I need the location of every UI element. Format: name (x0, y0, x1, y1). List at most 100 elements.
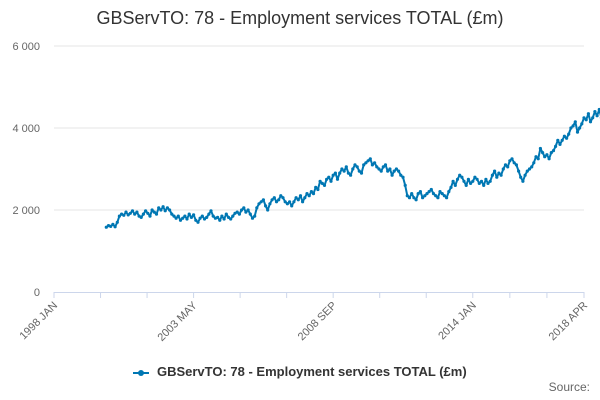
data-point (281, 196, 285, 200)
data-point (235, 210, 239, 214)
data-point (351, 167, 355, 171)
data-point (486, 181, 490, 185)
data-point (407, 196, 412, 200)
data-point (274, 200, 279, 204)
data-point (209, 209, 213, 213)
data-point (418, 190, 422, 194)
data-point (270, 198, 274, 202)
data-point (403, 183, 407, 187)
data-point (194, 218, 198, 222)
data-point (174, 216, 178, 220)
data-point (244, 210, 248, 214)
data-point (388, 167, 392, 171)
data-point (178, 218, 183, 222)
data-point (423, 194, 427, 198)
data-point (541, 151, 545, 155)
data-point (311, 192, 316, 196)
data-point (205, 215, 209, 219)
data-point (353, 163, 357, 167)
data-point (211, 214, 215, 218)
data-point (549, 151, 553, 155)
data-point (344, 165, 348, 169)
source-credit[interactable]: Source: (548, 380, 590, 394)
y-tick-label: 4 000 (12, 123, 40, 135)
data-point (514, 163, 519, 167)
data-point (329, 179, 333, 183)
data-point (377, 167, 381, 171)
data-point (163, 209, 167, 213)
data-point (296, 198, 300, 202)
data-point (431, 192, 436, 196)
legend-label: GBServTO: 78 - Employment services TOTAL… (156, 364, 467, 379)
data-point (229, 217, 233, 221)
series-line (105, 108, 600, 229)
data-point (506, 165, 510, 169)
data-point (401, 175, 405, 179)
data-point (272, 196, 276, 200)
data-point (301, 200, 305, 204)
legend-item[interactable]: GBServTO: 78 - Employment services TOTAL… (0, 364, 600, 379)
data-point (346, 171, 350, 175)
data-point (364, 161, 368, 165)
data-point (362, 163, 366, 167)
data-point (248, 212, 252, 216)
data-point (495, 175, 499, 179)
x-tick-label: 2018 APR (547, 300, 591, 344)
data-point (517, 169, 521, 173)
data-point (497, 171, 501, 175)
data-point (473, 175, 477, 179)
chart-title: GBServTO: 78 - Employment services TOTAL… (96, 8, 504, 28)
data-point (200, 214, 204, 218)
data-point (512, 161, 516, 165)
data-point (447, 190, 451, 194)
data-point (322, 183, 327, 187)
data-point (532, 161, 536, 165)
data-point (490, 173, 494, 177)
data-point (558, 142, 562, 146)
data-point (157, 206, 161, 210)
data-point (246, 208, 250, 212)
data-point (556, 138, 560, 142)
data-point (405, 194, 409, 198)
data-point (588, 120, 593, 124)
data-point (250, 216, 255, 220)
data-point (543, 155, 547, 159)
data-point (466, 177, 470, 181)
data-point (320, 181, 324, 185)
data-point (416, 192, 420, 196)
data-point (168, 208, 172, 212)
data-point (196, 220, 200, 224)
data-point (331, 173, 335, 177)
data-point (523, 173, 527, 177)
data-point (294, 196, 298, 200)
data-point (477, 181, 481, 185)
data-point (335, 177, 340, 181)
data-point (464, 183, 468, 187)
data-point (218, 218, 222, 222)
data-point (479, 179, 484, 183)
data-point (565, 136, 569, 140)
y-tick-label: 2 000 (12, 205, 40, 217)
data-point (462, 179, 466, 183)
data-point (436, 196, 440, 200)
data-point (545, 153, 549, 157)
data-point (259, 200, 263, 204)
data-point (333, 171, 337, 175)
data-point (338, 171, 342, 175)
data-point (359, 171, 364, 175)
data-point (128, 211, 132, 215)
data-point (536, 157, 540, 161)
data-point (368, 157, 372, 161)
data-point (141, 212, 145, 216)
data-point (303, 196, 307, 200)
data-point (578, 126, 582, 130)
data-point (458, 173, 462, 177)
data-point (434, 194, 438, 198)
data-point (261, 198, 265, 202)
data-point (442, 194, 446, 198)
data-point (172, 214, 176, 218)
data-point (551, 149, 556, 153)
data-point (375, 165, 379, 169)
data-point (148, 214, 152, 218)
data-point (305, 192, 309, 196)
